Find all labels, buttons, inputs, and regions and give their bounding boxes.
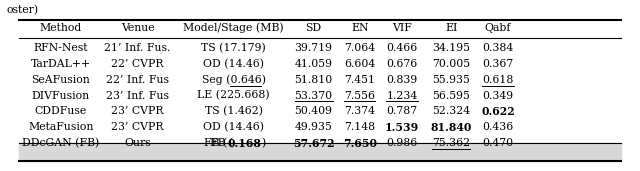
Text: 0.367: 0.367 xyxy=(483,59,513,69)
Text: 53.370: 53.370 xyxy=(294,91,333,101)
Text: 23’ CVPR: 23’ CVPR xyxy=(111,107,164,116)
Text: 70.005: 70.005 xyxy=(432,59,470,69)
Text: FB (: FB ( xyxy=(204,138,227,148)
Text: SeAFusion: SeAFusion xyxy=(31,75,90,85)
Text: 0.622: 0.622 xyxy=(481,106,515,117)
Text: CDDFuse: CDDFuse xyxy=(35,107,87,116)
Text: 7.148: 7.148 xyxy=(344,122,375,132)
Text: 49.935: 49.935 xyxy=(294,122,333,132)
Text: TS (17.179): TS (17.179) xyxy=(201,43,266,53)
Text: 57.672: 57.672 xyxy=(292,138,335,149)
Text: DIVFusion: DIVFusion xyxy=(32,91,90,101)
Text: RFN-Nest: RFN-Nest xyxy=(33,43,88,53)
Text: DDcGAN (FB): DDcGAN (FB) xyxy=(22,138,99,148)
Text: 22’ Inf. Fus: 22’ Inf. Fus xyxy=(106,75,169,85)
Text: 56.595: 56.595 xyxy=(432,91,470,101)
Text: 0.349: 0.349 xyxy=(483,91,513,101)
Text: 7.064: 7.064 xyxy=(344,43,375,53)
Text: 23’ CVPR: 23’ CVPR xyxy=(111,122,164,132)
Text: 0.470: 0.470 xyxy=(483,138,513,148)
Text: Method: Method xyxy=(40,23,82,33)
Text: 50.409: 50.409 xyxy=(294,107,333,116)
Text: 0.466: 0.466 xyxy=(387,43,417,53)
Text: 7.374: 7.374 xyxy=(344,107,375,116)
Text: 22’ CVPR: 22’ CVPR xyxy=(111,59,164,69)
Text: 75.362: 75.362 xyxy=(432,138,470,148)
Text: TarDAL++: TarDAL++ xyxy=(31,59,91,69)
Text: 81.840: 81.840 xyxy=(431,122,472,133)
Text: 0.787: 0.787 xyxy=(387,107,417,116)
Text: FB (: FB ( xyxy=(210,138,234,148)
Text: OD (14.46): OD (14.46) xyxy=(203,122,264,133)
Text: Venue: Venue xyxy=(121,23,154,33)
Text: SD: SD xyxy=(305,23,322,33)
Text: 0.384: 0.384 xyxy=(483,43,513,53)
Text: TS (1.462): TS (1.462) xyxy=(205,106,262,117)
Text: 6.604: 6.604 xyxy=(344,59,375,69)
Text: MetaFusion: MetaFusion xyxy=(28,122,93,132)
Text: 7.556: 7.556 xyxy=(344,91,375,101)
Text: 34.195: 34.195 xyxy=(432,43,470,53)
Text: Ours: Ours xyxy=(124,138,151,148)
Text: 1.539: 1.539 xyxy=(385,122,419,133)
Text: 51.810: 51.810 xyxy=(294,75,333,85)
Text: VIF: VIF xyxy=(392,23,412,33)
Text: Seg (0.646): Seg (0.646) xyxy=(202,74,266,85)
Text: EI: EI xyxy=(445,23,458,33)
Text: 0.436: 0.436 xyxy=(483,122,513,132)
Text: Model/Stage (MB): Model/Stage (MB) xyxy=(183,23,284,34)
Text: oster): oster) xyxy=(6,5,38,15)
Text: EN: EN xyxy=(351,23,369,33)
Text: 0.986: 0.986 xyxy=(387,138,417,148)
Text: 0.676: 0.676 xyxy=(387,59,417,69)
Text: 55.935: 55.935 xyxy=(432,75,470,85)
Text: LE (225.668): LE (225.668) xyxy=(197,90,270,101)
Text: ): ) xyxy=(261,138,266,148)
Text: 52.324: 52.324 xyxy=(432,107,470,116)
Text: 0.618: 0.618 xyxy=(482,75,514,85)
Text: OD (14.46): OD (14.46) xyxy=(203,59,264,69)
Text: 1.234: 1.234 xyxy=(387,91,417,101)
Text: 39.719: 39.719 xyxy=(294,43,333,53)
Text: 7.451: 7.451 xyxy=(344,75,375,85)
Text: 23’ Inf. Fus: 23’ Inf. Fus xyxy=(106,91,169,101)
Text: 7.650: 7.650 xyxy=(342,138,377,149)
Text: 0.839: 0.839 xyxy=(387,75,417,85)
Text: 41.059: 41.059 xyxy=(294,59,333,69)
Text: Qabf: Qabf xyxy=(484,23,511,33)
Text: 0.168: 0.168 xyxy=(227,138,261,149)
Text: 21’ Inf. Fus.: 21’ Inf. Fus. xyxy=(104,43,171,53)
